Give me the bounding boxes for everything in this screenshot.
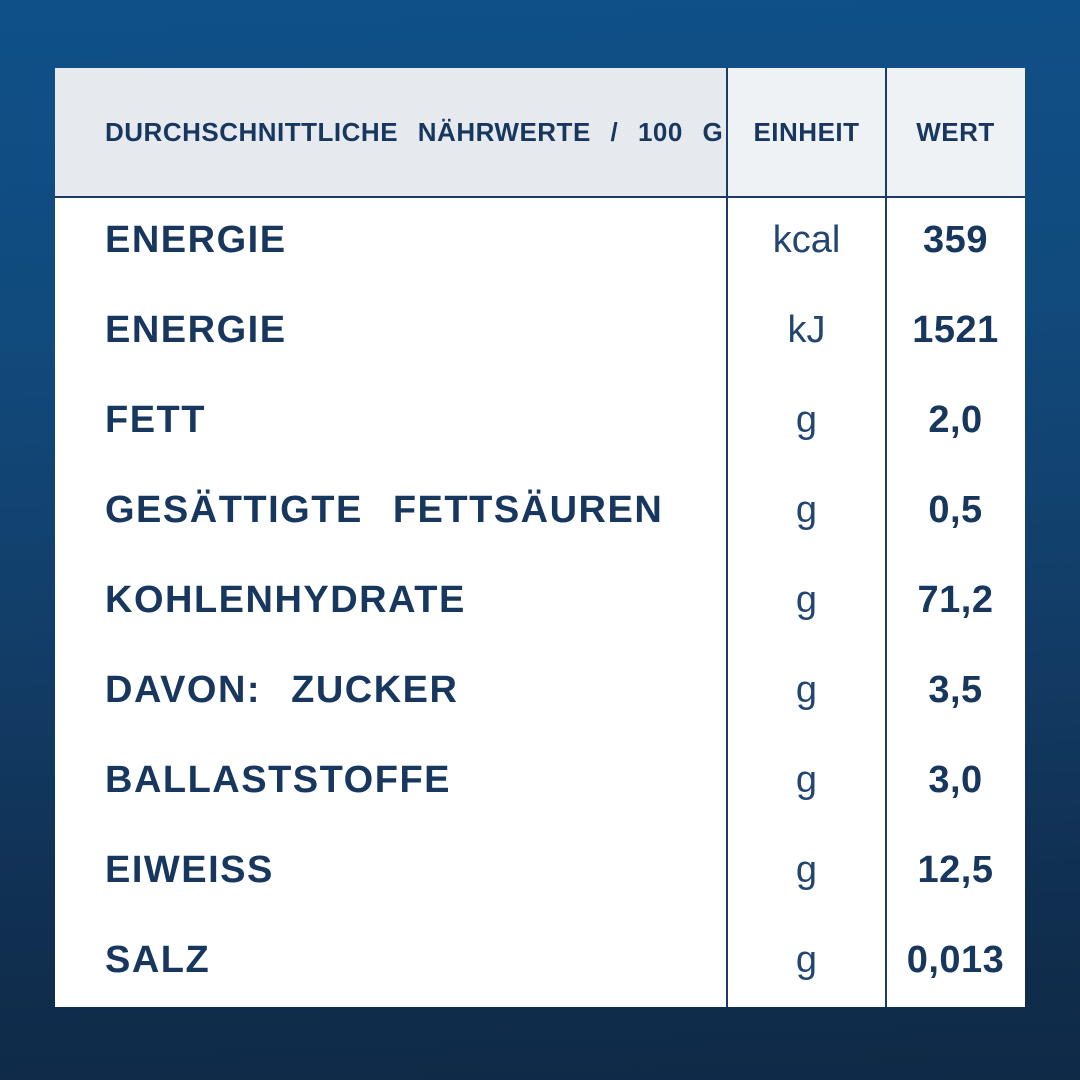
- nutrient-label: KOHLENHYDRATE: [105, 579, 466, 621]
- table-body: ENERGIE kcal 359 ENERGIE kJ 1521 FETT g …: [55, 196, 1025, 1005]
- nutrient-label: DAVON: ZUCKER: [105, 668, 459, 711]
- nutrient-value: 3,0: [928, 758, 983, 801]
- nutrient-value: 71,2: [917, 579, 994, 621]
- nutrient-value: 12,5: [917, 848, 994, 891]
- nutrient-value: 359: [923, 219, 988, 262]
- nutrient-unit: kJ: [787, 309, 826, 352]
- nutrient-label: GESÄTTIGTE FETTSÄUREN: [105, 489, 664, 532]
- nutrient-value: 0,013: [906, 938, 1005, 981]
- table-row: EIWEISS g 12,5: [55, 825, 1025, 915]
- nutrition-table-card: DURCHSCHNITTLICHE NÄHRWERTE / 100 G EINH…: [55, 68, 1025, 1007]
- column-divider-2: [885, 68, 887, 1007]
- header-unit-label: EINHEIT: [727, 68, 886, 196]
- nutrient-value: 0,5: [928, 489, 983, 532]
- table-row: SALZ g 0,013: [55, 915, 1025, 1005]
- nutrient-label: EIWEISS: [105, 848, 274, 891]
- nutrient-value: 2,0: [928, 399, 983, 442]
- nutrient-value: 3,5: [928, 668, 983, 711]
- table-row: GESÄTTIGTE FETTSÄUREN g 0,5: [55, 466, 1025, 556]
- nutrient-unit: g: [795, 758, 818, 801]
- nutrient-label: SALZ: [105, 938, 211, 981]
- nutrient-value: 1521: [912, 309, 999, 352]
- nutrient-unit: g: [795, 489, 818, 532]
- nutrient-unit: g: [795, 579, 818, 621]
- nutrient-unit: g: [795, 668, 818, 711]
- nutrient-unit: g: [795, 938, 818, 981]
- nutrient-label: ENERGIE: [105, 309, 287, 352]
- nutrient-label: ENERGIE: [105, 219, 287, 262]
- table-row: FETT g 2,0: [55, 376, 1025, 466]
- table-row: ENERGIE kJ 1521: [55, 286, 1025, 376]
- header-divider-line: [55, 196, 1025, 198]
- nutrient-unit: g: [795, 848, 818, 891]
- table-row: KOHLENHYDRATE g 71,2: [55, 556, 1025, 646]
- header-nutrients-label: DURCHSCHNITTLICHE NÄHRWERTE / 100 G: [55, 68, 727, 196]
- column-divider-1: [726, 68, 728, 1007]
- nutrient-label: FETT: [105, 399, 206, 442]
- table-header-row: DURCHSCHNITTLICHE NÄHRWERTE / 100 G EINH…: [55, 68, 1025, 196]
- nutrient-unit: kcal: [772, 219, 841, 262]
- header-value-label: WERT: [886, 68, 1025, 196]
- table-row: DAVON: ZUCKER g 3,5: [55, 645, 1025, 735]
- table-row: BALLASTSTOFFE g 3,0: [55, 735, 1025, 825]
- table-row: ENERGIE kcal 359: [55, 196, 1025, 286]
- nutrient-label: BALLASTSTOFFE: [105, 758, 452, 801]
- nutrient-unit: g: [795, 399, 818, 442]
